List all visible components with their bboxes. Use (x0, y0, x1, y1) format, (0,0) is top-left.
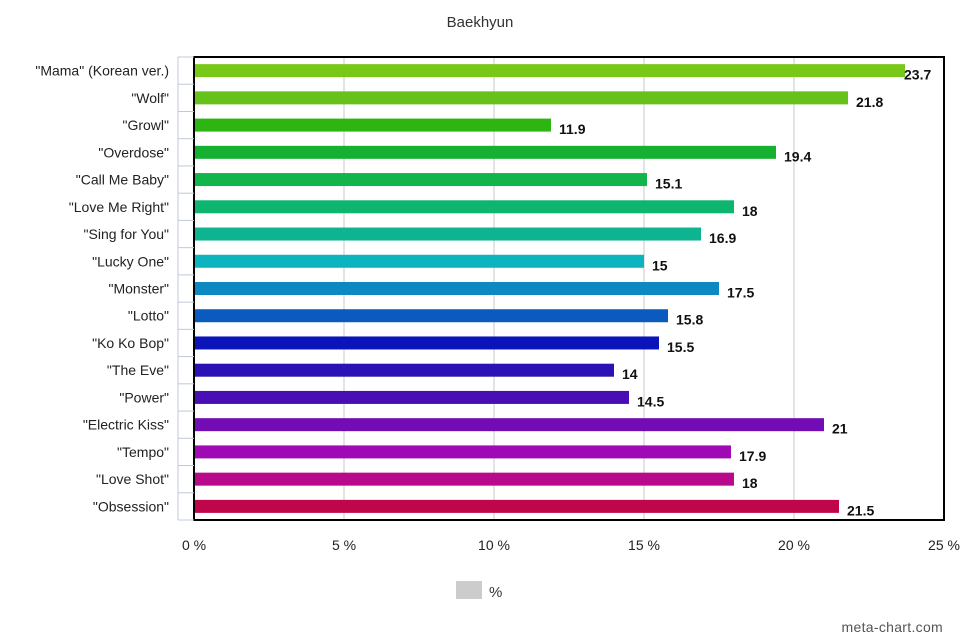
data-label: 15 (652, 257, 668, 273)
category-label: "Growl" (123, 117, 170, 133)
data-label: 21.5 (847, 502, 874, 518)
bar[interactable] (194, 499, 839, 513)
bar[interactable] (194, 363, 614, 377)
bar[interactable] (194, 309, 668, 323)
category-label: "Love Me Right" (69, 199, 169, 215)
value-axis: 0 % 5 % 10 % 15 % 20 % 25 % (182, 537, 960, 553)
category-label: "Sing for You" (84, 226, 169, 242)
data-label: 11.9 (559, 121, 586, 137)
category-label: "Obsession" (93, 498, 169, 514)
watermark-text: meta-chart.com (842, 619, 943, 635)
bar[interactable] (194, 91, 848, 105)
data-label: 17.5 (727, 285, 754, 301)
category-label: "Mama" (Korean ver.) (35, 63, 169, 79)
data-label: 21.8 (856, 94, 883, 110)
category-label: "Love Shot" (96, 471, 169, 487)
data-label: 18 (742, 475, 758, 491)
bar[interactable] (194, 227, 701, 241)
category-label: "Lotto" (128, 308, 169, 324)
data-label: 17.9 (739, 448, 766, 464)
data-label: 15.5 (667, 339, 694, 355)
bar[interactable] (194, 336, 659, 350)
bar[interactable] (194, 200, 734, 214)
x-tick-label: 25 % (928, 537, 960, 553)
x-tick-label: 10 % (478, 537, 510, 553)
category-label: "The Eve" (107, 362, 169, 378)
legend-swatch[interactable] (456, 581, 482, 599)
data-label: 19.4 (784, 148, 811, 164)
bar[interactable] (194, 472, 734, 486)
category-label: "Overdose" (98, 144, 169, 160)
data-label: 14 (622, 366, 638, 382)
chart-title: Baekhyun (447, 14, 514, 31)
category-label: "Call Me Baby" (76, 172, 169, 188)
bar[interactable] (194, 254, 644, 268)
category-label: "Lucky One" (92, 253, 169, 269)
bars (194, 64, 905, 513)
data-label: 16.9 (709, 230, 736, 246)
bar[interactable] (194, 145, 776, 159)
data-label: 23.7 (904, 67, 931, 83)
data-label: 15.8 (676, 312, 703, 328)
category-label: "Ko Ko Bop" (92, 335, 169, 351)
category-axis: "Mama" (Korean ver.) "Wolf" "Growl" "Overdo… (35, 56, 194, 521)
data-labels: 23.7 21.8 11.9 19.4 15.1 18 16.9 15 17.5 15.8 15.5… (559, 67, 931, 519)
bar[interactable] (194, 118, 551, 132)
data-label: 15.1 (655, 176, 682, 192)
x-tick-label: 20 % (778, 537, 810, 553)
bar[interactable] (194, 418, 824, 432)
bar[interactable] (194, 173, 647, 187)
bar[interactable] (194, 282, 719, 295)
data-label: 18 (742, 203, 758, 219)
data-label: 14.5 (637, 393, 664, 409)
x-tick-label: 15 % (628, 537, 660, 553)
x-tick-label: 0 % (182, 537, 206, 553)
legend[interactable]: % (456, 581, 502, 601)
legend-label: % (489, 584, 502, 601)
plot-border (193, 56, 945, 521)
category-label: "Wolf" (131, 90, 169, 106)
plot-frame (193, 56, 945, 521)
category-label: "Electric Kiss" (83, 417, 169, 433)
data-label: 21 (832, 421, 848, 437)
bar[interactable] (194, 445, 731, 459)
category-label: "Tempo" (117, 444, 169, 460)
category-label: "Power" (119, 389, 169, 405)
x-tick-label: 5 % (332, 537, 356, 553)
category-label: "Monster" (108, 281, 169, 297)
bar[interactable] (194, 64, 905, 78)
bar[interactable] (194, 390, 629, 404)
